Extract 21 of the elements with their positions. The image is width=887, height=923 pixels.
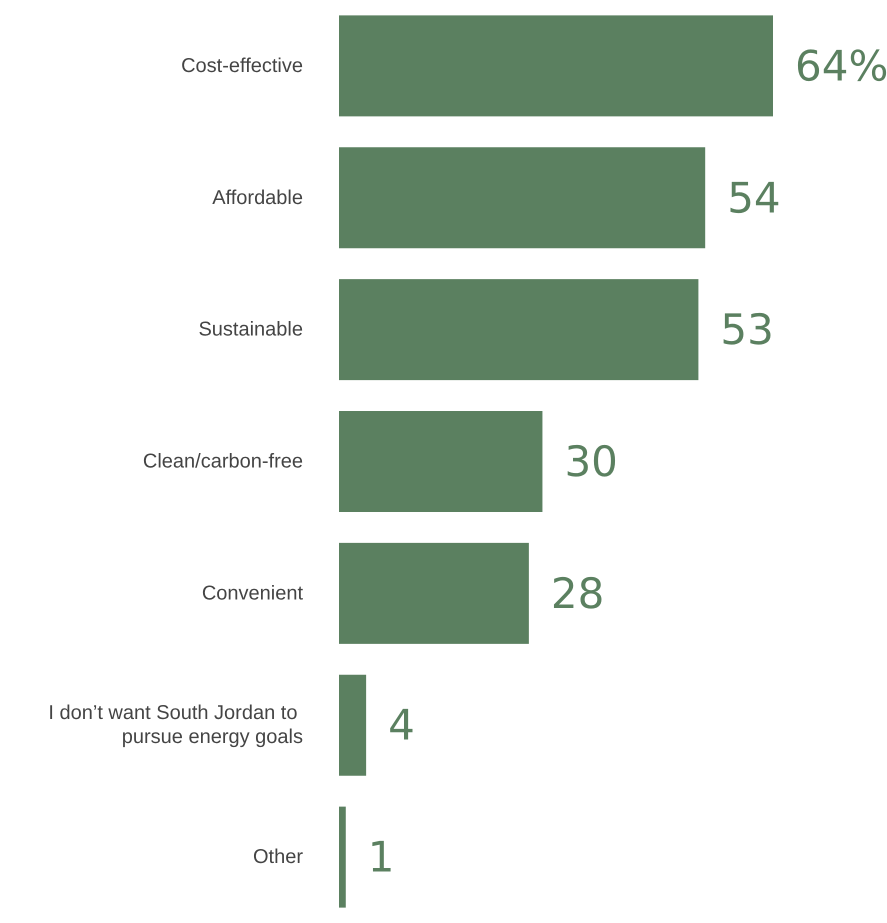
bar bbox=[339, 147, 706, 248]
y-tick-label: Convenient bbox=[202, 582, 304, 604]
bar bbox=[339, 806, 346, 908]
data-label: 28 bbox=[550, 568, 604, 618]
data-label: 1 bbox=[368, 832, 395, 882]
data-label: 30 bbox=[564, 437, 618, 486]
data-label: 4 bbox=[388, 700, 415, 750]
y-tick-label: Cost-effective bbox=[181, 54, 303, 77]
y-tick-label: Sustainable bbox=[198, 318, 303, 341]
data-label: 53 bbox=[720, 305, 774, 354]
y-tick-label: Other bbox=[252, 846, 304, 868]
bar bbox=[339, 279, 698, 380]
bar bbox=[339, 542, 529, 644]
data-label: 54 bbox=[727, 173, 781, 222]
data-label: 64% bbox=[795, 41, 887, 90]
bar bbox=[339, 15, 773, 116]
bar bbox=[339, 674, 366, 776]
y-tick-label: Clean/carbon-free bbox=[142, 450, 303, 472]
bar bbox=[339, 411, 542, 512]
y-tick-label: Affordable bbox=[212, 186, 303, 209]
y-tick-label: I don’t want South Jordan to pursue energy goals bbox=[48, 702, 303, 748]
